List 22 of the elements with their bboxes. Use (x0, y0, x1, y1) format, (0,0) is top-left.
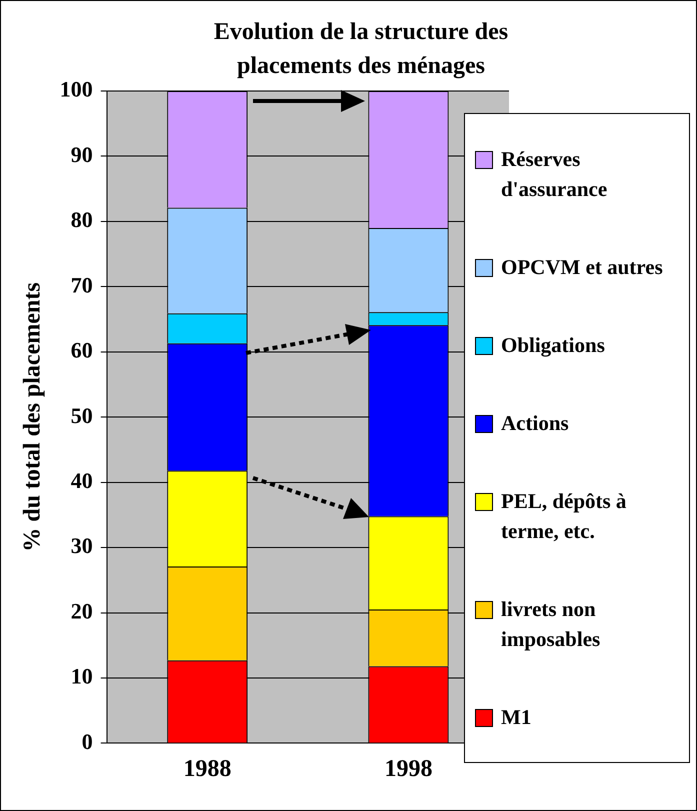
legend-label: PEL, dépôts à terme, etc. (501, 488, 628, 545)
y-tick-label: 100 (60, 76, 93, 102)
legend-label: Réserves d'assurance (501, 146, 608, 203)
y-tick-label: 20 (70, 598, 93, 624)
y-tick-label: 80 (70, 207, 93, 232)
legend-label: OPCVM et autres (501, 254, 663, 281)
y-tick-label: 90 (70, 142, 93, 167)
legend-label: Actions (501, 410, 569, 437)
y-tick-label: 30 (70, 533, 93, 558)
legend-label: M1 (501, 704, 532, 731)
legend-label: livrets non imposables (501, 596, 602, 653)
legend-label: Obligations (501, 332, 605, 359)
y-tick-label: 40 (70, 468, 93, 494)
x-tick-label: 1988 (183, 756, 232, 782)
y-tick-label: 0 (82, 728, 93, 754)
y-tick-label: 50 (70, 402, 93, 428)
x-tick-label: 1998 (384, 756, 432, 782)
y-tick-label: 10 (70, 664, 93, 689)
chart-title: Evolution de la structure des placements des ménages (212, 18, 510, 81)
y-tick-label: 70 (70, 272, 93, 298)
y-tick-label: 60 (70, 338, 93, 363)
y-axis-title: % du total des placements (20, 282, 46, 552)
